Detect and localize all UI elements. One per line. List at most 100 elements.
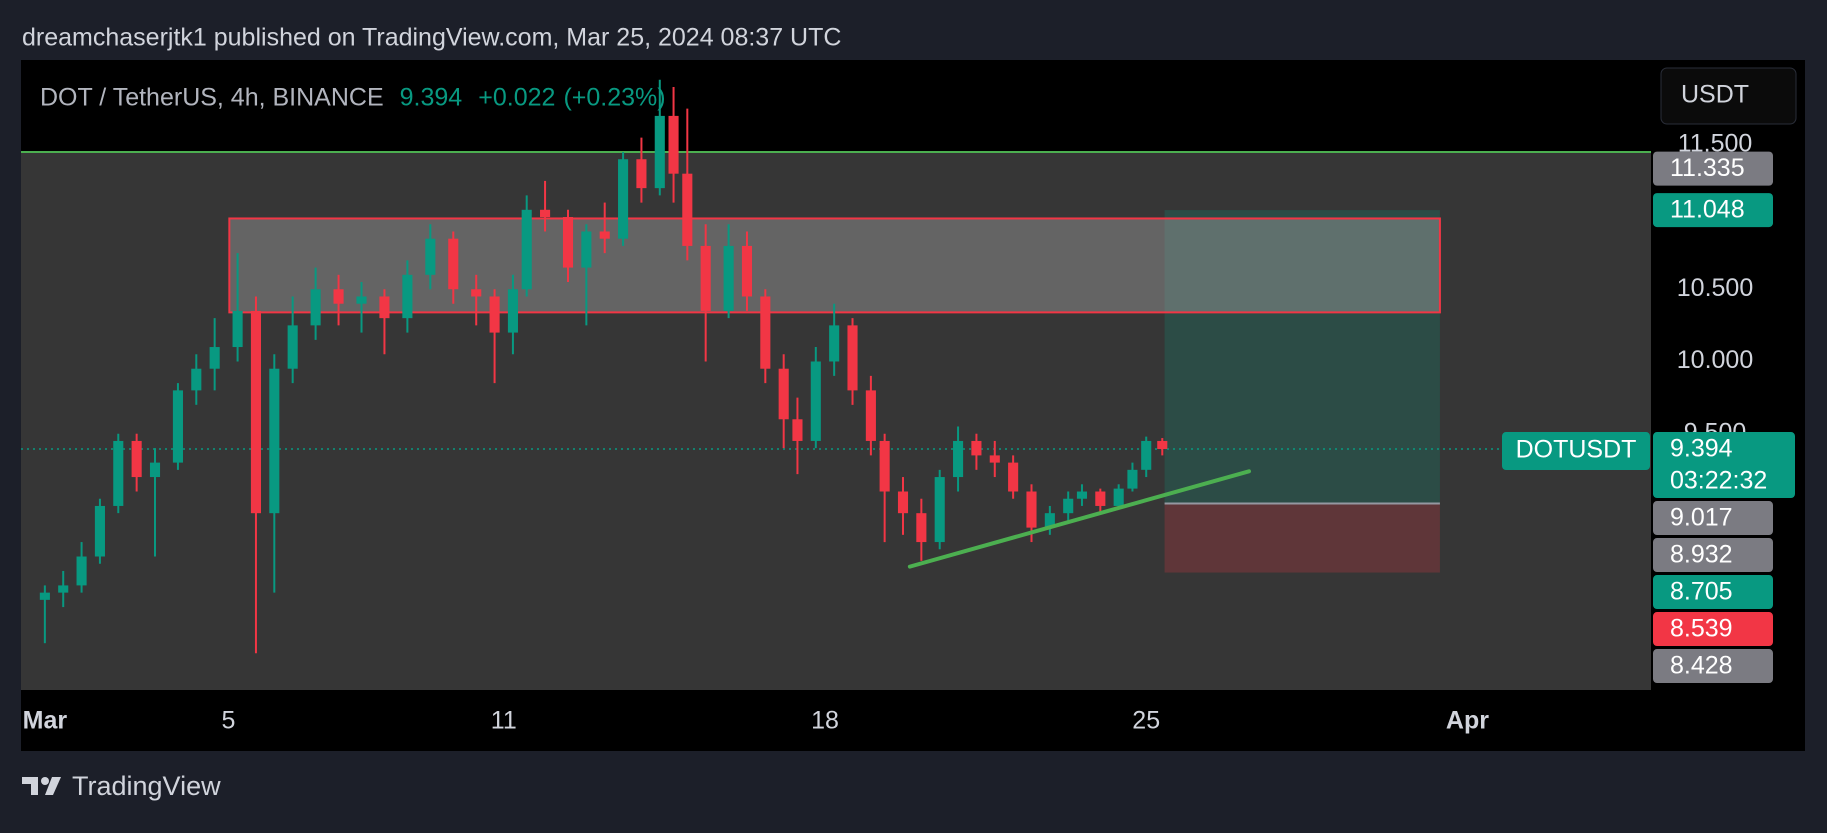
x-tick-label: 5: [221, 707, 235, 735]
candle-body: [1113, 488, 1124, 506]
candle-body: [971, 440, 982, 456]
candle-body: [94, 505, 105, 557]
price-label-box: [1653, 538, 1773, 573]
candle-body: [778, 368, 789, 420]
ticker-box: [1502, 432, 1650, 471]
x-tick-label: Mar: [23, 707, 68, 735]
candle-body: [741, 245, 753, 297]
publish-info: dreamchaserjtk1 published on TradingView…: [22, 24, 841, 52]
candle-body: [829, 325, 840, 362]
price-label: 9.394: [1670, 435, 1733, 463]
price-label: 8.539: [1670, 615, 1733, 643]
candle-body: [916, 513, 927, 543]
price-label: 11.048: [1670, 196, 1745, 224]
candle-body: [1026, 491, 1037, 528]
candle-body: [668, 115, 679, 174]
legend-last: 9.394: [400, 84, 463, 112]
candle-body: [792, 419, 803, 441]
candle-body: [682, 173, 693, 246]
y-tick-label: 10.500: [1677, 274, 1753, 302]
price-label-box: [1653, 612, 1773, 647]
candle-body: [209, 347, 220, 369]
candle-body: [448, 238, 459, 290]
candle-body: [232, 310, 243, 348]
candle-body: [131, 440, 142, 478]
range-zone: [21, 152, 1651, 690]
price-label-box: [1653, 649, 1773, 684]
price-label: 8.932: [1670, 541, 1733, 569]
target-zone: [1164, 210, 1440, 504]
candle-body: [865, 390, 876, 441]
candle-body: [58, 585, 69, 593]
price-label-box: [1653, 432, 1795, 499]
candle-body: [1076, 491, 1088, 499]
candle-body: [700, 245, 711, 311]
x-tick-label: 25: [1132, 707, 1160, 735]
candle-body: [989, 455, 1000, 463]
trendline: [907, 469, 1252, 569]
logo-shape: [45, 777, 61, 795]
price-label: 8.428: [1670, 652, 1733, 680]
candle-body: [581, 231, 592, 268]
candle-body: [379, 296, 390, 319]
candle-body: [489, 296, 500, 333]
candle-body: [507, 289, 518, 333]
currency-label[interactable]: USDT: [1681, 81, 1749, 109]
candle-body: [847, 325, 858, 391]
ticker: DOTUSDT: [1516, 436, 1637, 464]
candle-body: [269, 368, 280, 514]
candle-body: [333, 289, 344, 304]
price-label: 8.705: [1670, 578, 1733, 606]
y-tick-label: 10.000: [1677, 346, 1753, 374]
price-label-box: [1653, 193, 1773, 228]
candle-body: [879, 440, 890, 492]
x-tick-label: 18: [811, 707, 839, 735]
plot: [21, 61, 1651, 690]
candle-body: [521, 209, 532, 290]
candle-body: [810, 361, 821, 441]
candle-body: [723, 245, 734, 311]
x-tick-label: Apr: [1446, 707, 1489, 735]
logo-shape: [22, 777, 38, 795]
candle-body: [953, 440, 964, 478]
candle-body: [39, 592, 50, 600]
candle-body: [287, 325, 298, 369]
currency-button[interactable]: [1660, 67, 1797, 125]
candle-body: [191, 368, 202, 391]
candle-body: [540, 209, 551, 218]
countdown: 03:22:32: [1670, 467, 1767, 495]
candle-body: [934, 477, 945, 543]
candle-body: [402, 274, 413, 319]
candle-body: [113, 440, 124, 506]
x-tick-label: 11: [491, 707, 517, 735]
stop-zone: [1164, 503, 1440, 573]
candle-body: [356, 296, 367, 304]
candle-body: [76, 556, 87, 586]
candle-body: [250, 310, 262, 514]
price-label-box: [1653, 575, 1773, 610]
candle-body: [1044, 513, 1055, 528]
candle-body: [654, 115, 665, 189]
price-label-box: [1653, 151, 1773, 186]
price-label: 11.335: [1670, 154, 1745, 182]
logo-shape: [41, 777, 49, 785]
candle-body: [618, 159, 629, 239]
candle-body: [310, 289, 321, 326]
price-label: 9.017: [1670, 504, 1733, 532]
candle-body: [1141, 440, 1152, 470]
candle-body: [1127, 469, 1138, 489]
candle-body: [471, 289, 482, 297]
candle-body: [172, 390, 183, 463]
candle-body: [636, 159, 647, 189]
candle-body: [562, 217, 574, 268]
logo: [22, 777, 61, 795]
brand: TradingView: [72, 771, 221, 801]
candle-body: [1157, 440, 1168, 450]
price-label-box: [1653, 501, 1773, 536]
candle-body: [897, 491, 909, 514]
symbol: DOT / TetherUS, 4h, BINANCE: [40, 84, 384, 112]
candle-body: [1008, 462, 1019, 492]
candle-body: [149, 462, 161, 478]
